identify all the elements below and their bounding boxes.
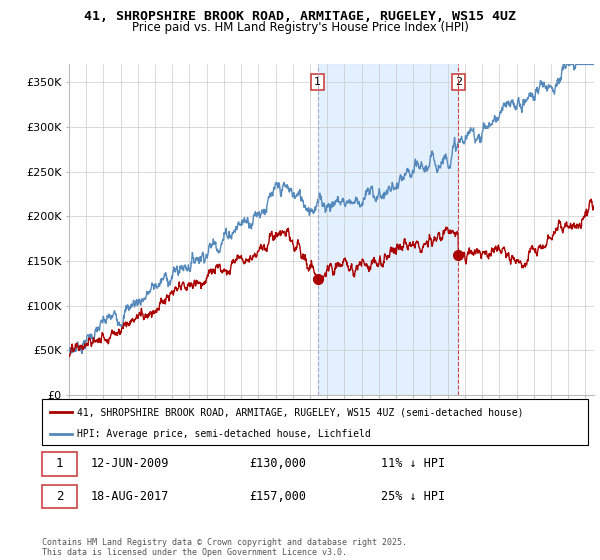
- Text: 41, SHROPSHIRE BROOK ROAD, ARMITAGE, RUGELEY, WS15 4UZ: 41, SHROPSHIRE BROOK ROAD, ARMITAGE, RUG…: [84, 10, 516, 23]
- Text: 2: 2: [455, 77, 462, 87]
- Text: 2: 2: [56, 489, 64, 503]
- Text: 1: 1: [56, 457, 64, 470]
- Bar: [317, 64, 458, 395]
- Bar: [42, 452, 77, 476]
- Text: 12-JUN-2009: 12-JUN-2009: [91, 457, 170, 470]
- Text: 18-AUG-2017: 18-AUG-2017: [91, 489, 170, 503]
- Text: 1: 1: [314, 77, 321, 87]
- Text: 25% ↓ HPI: 25% ↓ HPI: [380, 489, 445, 503]
- Text: Contains HM Land Registry data © Crown copyright and database right 2025.
This d: Contains HM Land Registry data © Crown c…: [42, 538, 407, 557]
- Text: £157,000: £157,000: [250, 489, 307, 503]
- Text: HPI: Average price, semi-detached house, Lichfield: HPI: Average price, semi-detached house,…: [77, 429, 371, 438]
- Text: Price paid vs. HM Land Registry's House Price Index (HPI): Price paid vs. HM Land Registry's House …: [131, 21, 469, 34]
- Text: 11% ↓ HPI: 11% ↓ HPI: [380, 457, 445, 470]
- Text: 41, SHROPSHIRE BROOK ROAD, ARMITAGE, RUGELEY, WS15 4UZ (semi-detached house): 41, SHROPSHIRE BROOK ROAD, ARMITAGE, RUG…: [77, 407, 524, 417]
- Text: £130,000: £130,000: [250, 457, 307, 470]
- Bar: [42, 484, 77, 508]
